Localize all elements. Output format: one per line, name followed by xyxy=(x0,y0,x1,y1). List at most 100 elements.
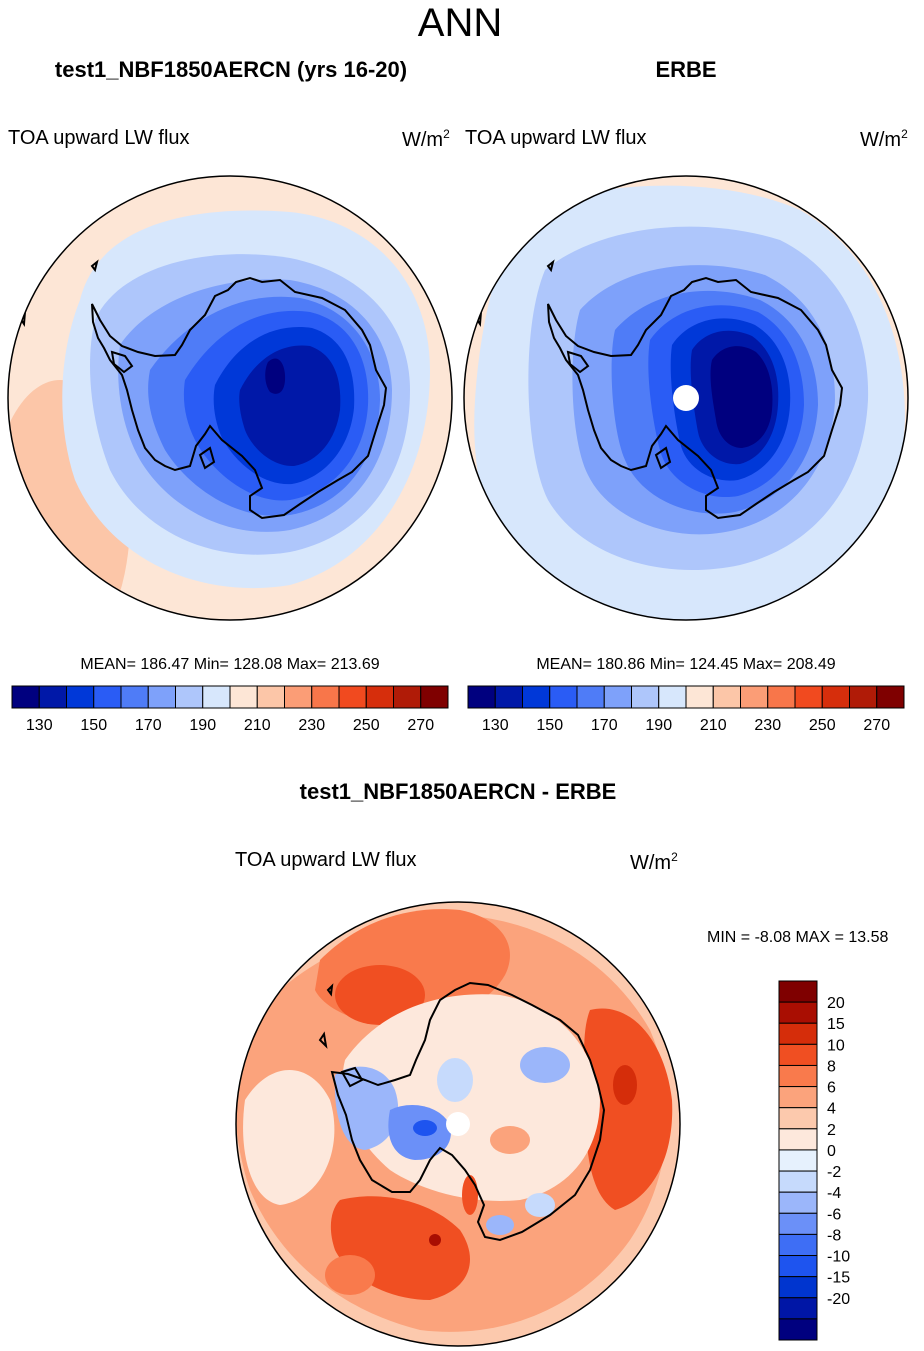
panel-model-units: W/m2 xyxy=(402,127,450,151)
colorbar-swatch xyxy=(576,685,605,709)
colorbar-swatch xyxy=(685,685,714,709)
panel-model-title: test1_NBF1850AERCN (yrs 16-20) xyxy=(55,57,407,82)
contour-fill xyxy=(584,1008,673,1210)
panel-model-map-border xyxy=(7,175,453,621)
contour-fill xyxy=(486,1215,514,1235)
colorbar-swatch xyxy=(778,1001,818,1024)
colorbar-swatch xyxy=(631,685,660,709)
panel-obs-stats: MEAN= 180.86 Min= 124.45 Max= 208.49 xyxy=(536,656,835,673)
colorbar-swatch xyxy=(338,685,367,709)
colorbar-tick-label: 4 xyxy=(827,1101,836,1118)
panel-obs-map-border xyxy=(463,175,909,621)
colorbar-swatch xyxy=(658,685,687,709)
units-base: W/m xyxy=(630,852,671,874)
colorbar-tick-label: 270 xyxy=(863,717,890,734)
colorbar-swatch xyxy=(712,685,741,709)
colorbar-swatch xyxy=(778,1297,818,1320)
colorbar-tick-label: 190 xyxy=(189,717,216,734)
panel-diff-stats: MIN = -8.08 MAX = 13.58 xyxy=(707,929,889,946)
colorbar-swatch xyxy=(229,685,258,709)
colorbar-swatch xyxy=(778,1022,818,1045)
colorbar-tick-label: 2 xyxy=(827,1122,836,1139)
colorbar-swatch xyxy=(778,1149,818,1172)
contour-fill xyxy=(334,1066,399,1150)
colorbar-tick-label: 170 xyxy=(135,717,162,734)
colorbar-swatch xyxy=(393,685,422,709)
contour-fill xyxy=(325,1255,375,1295)
units-exponent: 2 xyxy=(443,127,450,141)
units-exponent: 2 xyxy=(671,850,678,864)
colorbar-tick-label: 130 xyxy=(482,717,509,734)
contour-fill xyxy=(525,1193,555,1217)
panel-model-stats: MEAN= 186.47 Min= 128.08 Max= 213.69 xyxy=(80,656,379,673)
contour-fill xyxy=(239,345,341,467)
colorbar-swatch xyxy=(778,1043,818,1066)
contour-fill xyxy=(243,1070,335,1205)
colorbar-swatch xyxy=(549,685,578,709)
colorbar-tick-label: 210 xyxy=(244,717,271,734)
colorbar-swatch xyxy=(93,685,122,709)
panel-model-contours xyxy=(8,176,452,620)
colorbar-tick-label: 190 xyxy=(645,717,672,734)
colorbar-tick-label: -15 xyxy=(827,1270,850,1287)
colorbar-swatch xyxy=(778,1191,818,1214)
contour-fill xyxy=(710,346,773,448)
colorbar-swatch xyxy=(11,685,40,709)
colorbar-swatch xyxy=(202,685,231,709)
colorbar-tick-label: 250 xyxy=(809,717,836,734)
colorbar-swatch xyxy=(175,685,204,709)
colorbar-tick-label: 20 xyxy=(827,995,845,1012)
colorbar-swatch xyxy=(365,685,394,709)
panel-diff-units: W/m2 xyxy=(630,850,678,874)
colorbar-tick-label: -8 xyxy=(827,1227,841,1244)
colorbar-swatch xyxy=(778,1064,818,1088)
panel-diff-map xyxy=(236,902,680,1346)
colorbar-tick-label: 0 xyxy=(827,1143,836,1160)
contour-fill xyxy=(613,1065,637,1105)
colorbar-swatch xyxy=(522,685,551,709)
colorbar-swatch xyxy=(38,685,67,709)
colorbar-swatch xyxy=(778,1170,818,1193)
colorbar-swatch xyxy=(311,685,340,709)
colorbar-tick-label: 150 xyxy=(80,717,107,734)
colorbar-swatch xyxy=(120,685,149,709)
missing-data-pole xyxy=(673,385,699,411)
colorbar-swatch xyxy=(778,1212,818,1235)
panel-diff-title: test1_NBF1850AERCN - ERBE xyxy=(300,779,617,804)
panel-obs-map xyxy=(464,176,908,620)
colorbar-swatch xyxy=(767,685,796,709)
colorbar-tick-label: 150 xyxy=(536,717,563,734)
colorbar-swatch xyxy=(778,1318,818,1341)
panel-diff-map-border xyxy=(235,901,681,1347)
colorbar-tick-label: 170 xyxy=(591,717,618,734)
colorbar-tick-label: -2 xyxy=(827,1164,841,1181)
figure-title: ANN xyxy=(418,1,502,45)
contour-fill xyxy=(413,1120,437,1136)
colorbar-swatch xyxy=(778,1107,818,1130)
panel-diff-variable: TOA upward LW flux xyxy=(235,849,417,871)
colorbar-swatch xyxy=(778,1086,818,1109)
colorbar-tick-label: -6 xyxy=(827,1206,841,1223)
colorbar-swatch xyxy=(147,685,176,709)
colorbar-swatch xyxy=(821,685,850,709)
colorbar-tick-label: 230 xyxy=(754,717,781,734)
contour-fill xyxy=(335,965,425,1025)
contour-fill xyxy=(520,1047,570,1083)
colorbar-swatch xyxy=(256,685,285,709)
colorbar-swatch xyxy=(778,1128,818,1151)
contour-fill xyxy=(462,1175,478,1215)
units-base: W/m xyxy=(402,129,443,151)
colorbar-swatch xyxy=(467,685,496,709)
colorbar-swatch xyxy=(778,1233,818,1257)
colorbar-tick-label: -20 xyxy=(827,1291,850,1308)
colorbar-swatch xyxy=(494,685,523,709)
panel-obs-colorbar: 130 150 170 190 210 230 250 270 xyxy=(467,685,905,734)
colorbar-swatch xyxy=(849,685,878,709)
colorbar-tick-label: 8 xyxy=(827,1058,836,1075)
colorbar-swatch xyxy=(420,685,449,709)
panel-obs-title: ERBE xyxy=(655,57,716,82)
colorbar-tick-label: 230 xyxy=(298,717,325,734)
colorbar-swatch xyxy=(603,685,632,709)
